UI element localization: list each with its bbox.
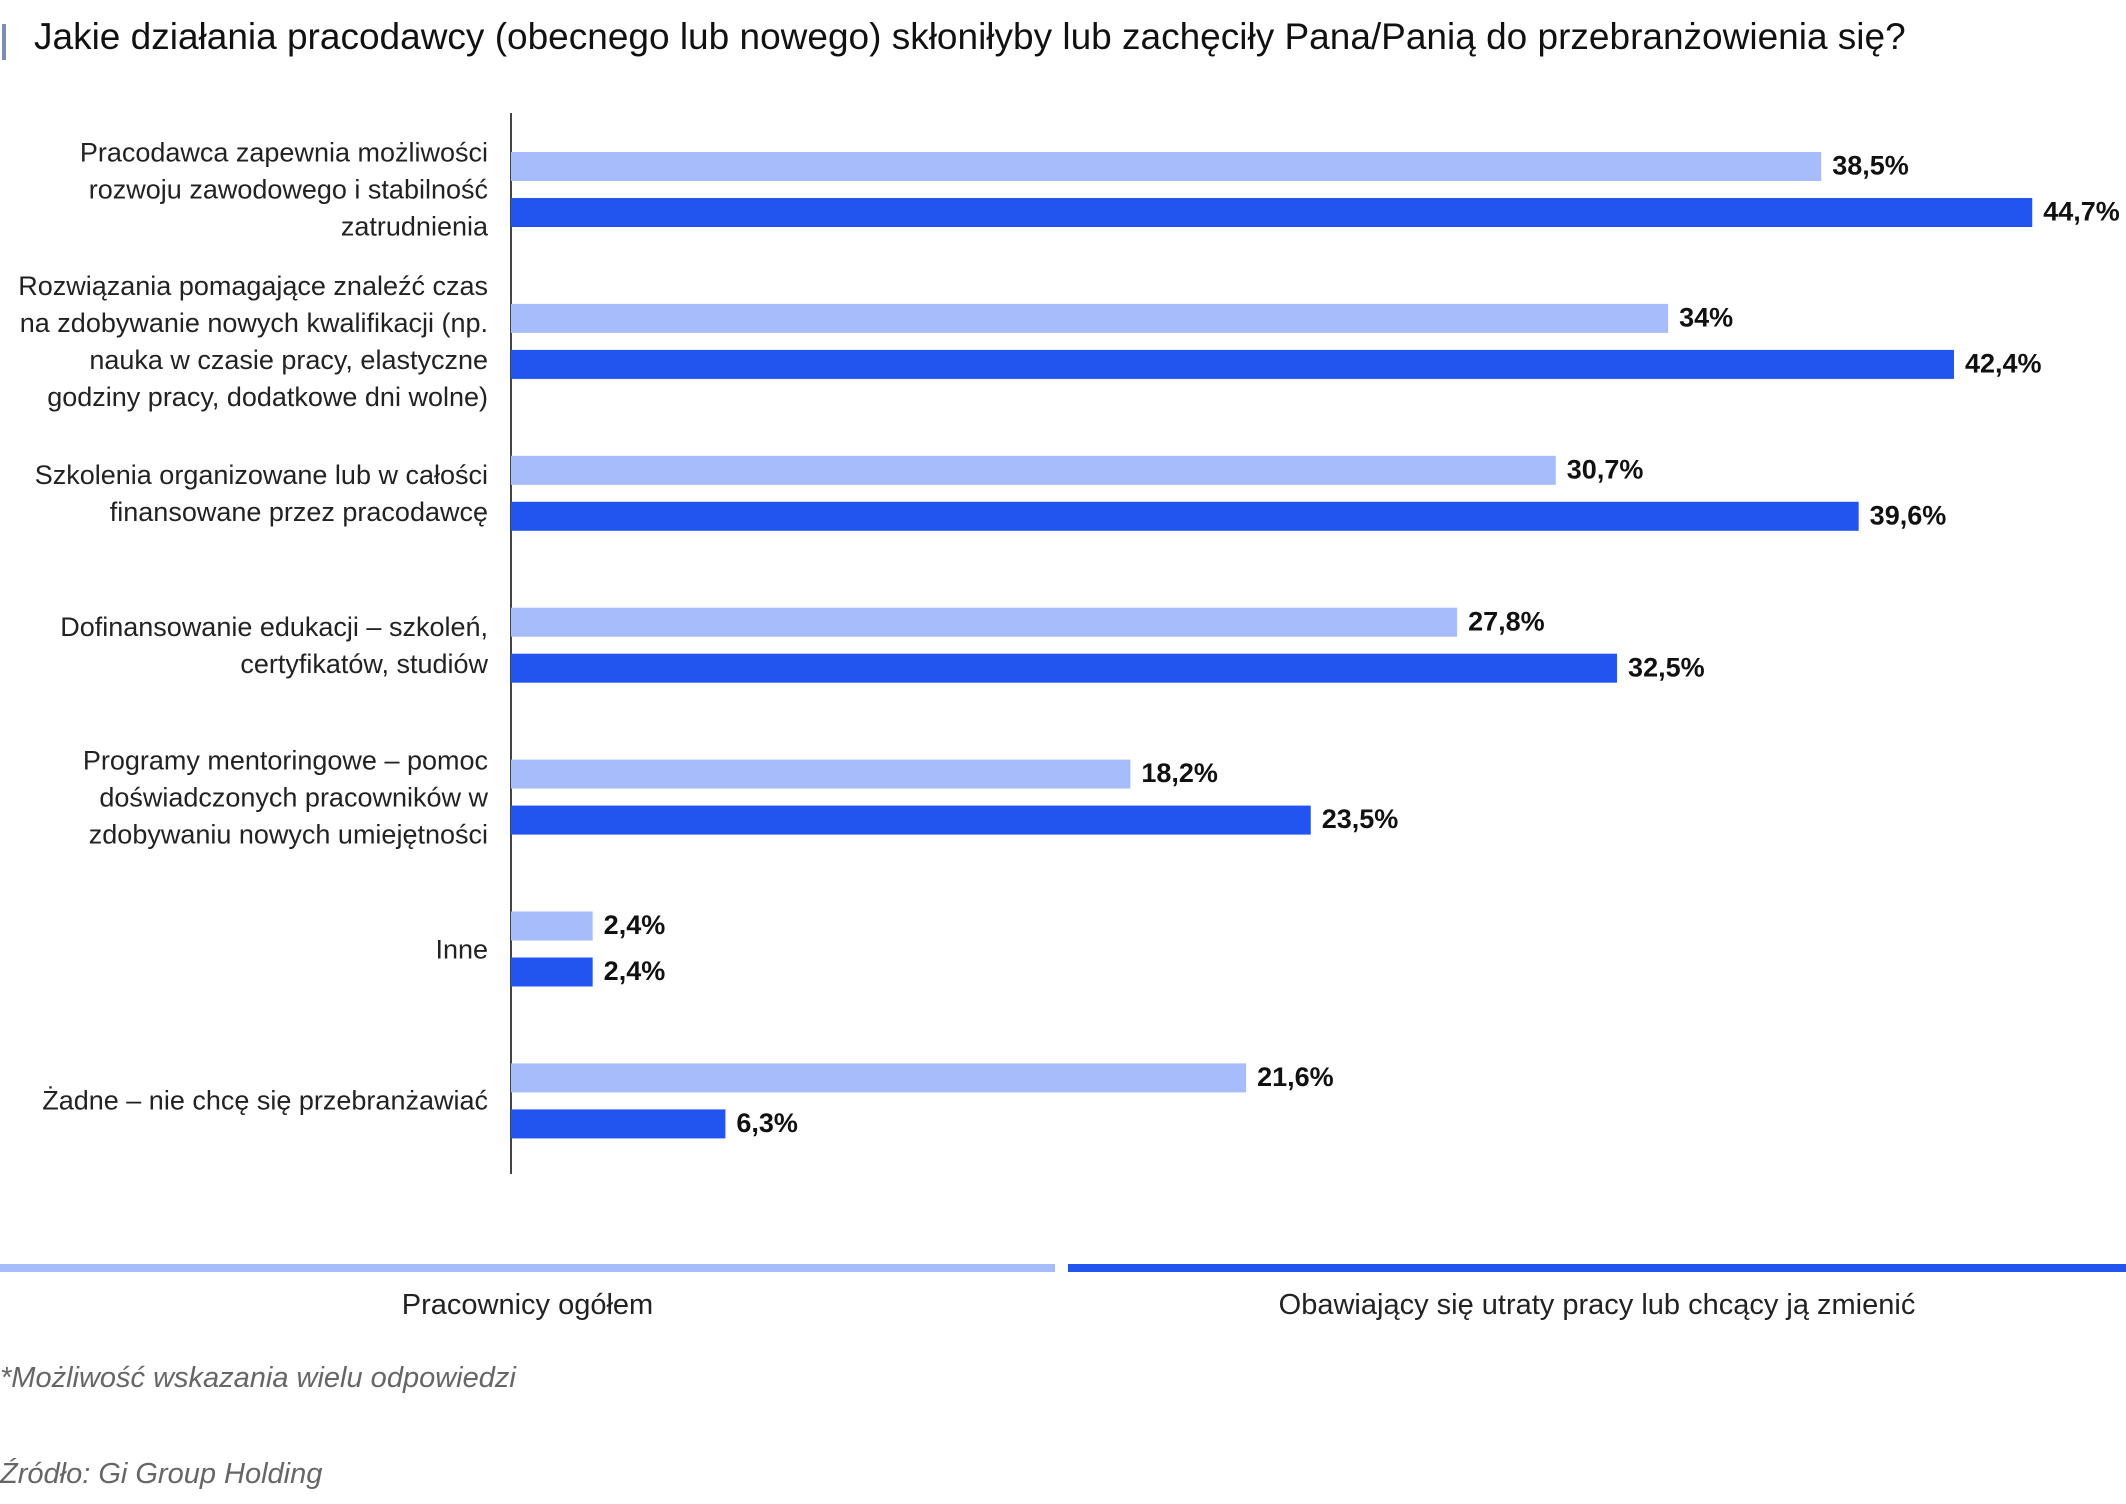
chart-title: Jakie działania pracodawcy (obecnego lub…	[34, 16, 1906, 57]
value-label: 42,4%	[1965, 349, 2042, 379]
category-label: Inne	[435, 934, 488, 964]
legend-label: Pracownicy ogółem	[401, 1289, 654, 1321]
value-label: 23,5%	[1322, 804, 1399, 834]
bar	[511, 1063, 1247, 1093]
bar	[511, 501, 1859, 531]
bar	[511, 653, 1618, 683]
bar	[511, 303, 1669, 333]
bar	[511, 607, 1458, 637]
note: *Możliwość wskazania wielu odpowiedzi	[0, 1362, 516, 1394]
category-label: Żadne – nie chcę się przebranżawiać	[42, 1085, 488, 1116]
value-label: 27,8%	[1468, 606, 1545, 636]
legend-swatch	[1068, 1264, 2126, 1272]
category-label: Programy mentoringowe – pomoc doświadczo…	[82, 745, 488, 850]
legend-swatch	[0, 1264, 1055, 1272]
value-label: 2,4%	[604, 910, 666, 940]
value-label: 32,5%	[1628, 652, 1705, 682]
value-label: 18,2%	[1141, 758, 1218, 788]
bar	[511, 152, 1822, 181]
value-label: 34%	[1679, 303, 1733, 333]
value-label: 6,3%	[736, 1108, 798, 1138]
bar	[511, 198, 2033, 227]
title-accent	[2, 24, 6, 60]
legend-label: Obawiający się utraty pracy lub chcący j…	[1278, 1289, 1916, 1321]
bar	[511, 349, 1954, 379]
category-label: Pracodawca zapewnia możliwości rozwoju z…	[79, 137, 488, 242]
bar	[511, 911, 593, 941]
category-label: Rozwiązania pomagające znaleźć czas na z…	[18, 270, 488, 412]
value-label: 38,5%	[1832, 151, 1909, 181]
value-label: 44,7%	[2043, 197, 2120, 227]
bar	[511, 455, 1556, 485]
source: Źródło: Gi Group Holding	[0, 1458, 323, 1490]
bar	[511, 805, 1311, 835]
value-label: 21,6%	[1257, 1062, 1334, 1092]
bar	[511, 759, 1131, 789]
bar	[511, 957, 593, 987]
bar	[511, 1109, 726, 1139]
value-label: 2,4%	[604, 956, 666, 986]
value-label: 30,7%	[1567, 454, 1644, 484]
category-label: Szkolenia organizowane lub w całości fin…	[34, 459, 488, 527]
value-label: 39,6%	[1870, 500, 1947, 530]
category-label: Dofinansowanie edukacji – szkoleń, certy…	[60, 611, 488, 679]
